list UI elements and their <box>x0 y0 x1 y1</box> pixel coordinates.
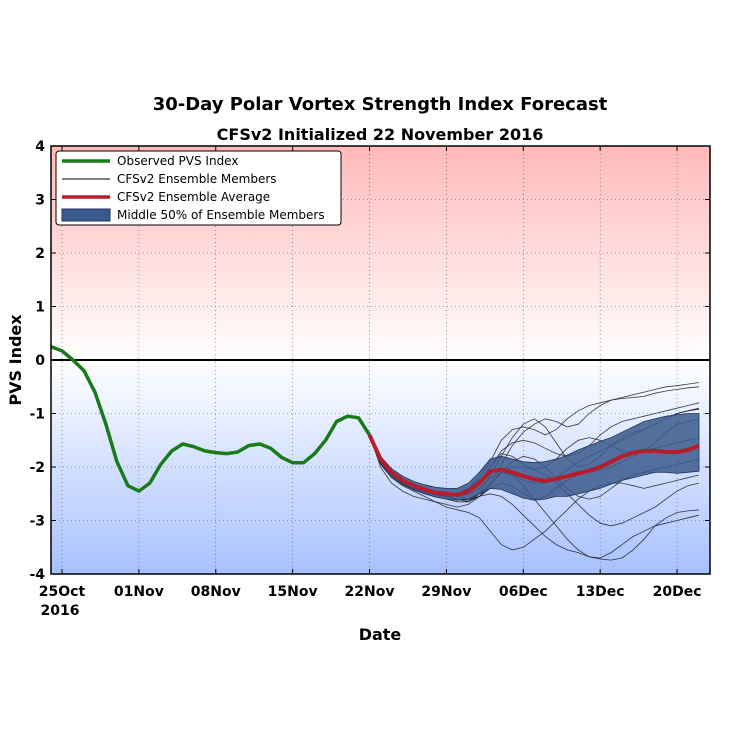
x-tick-label: 25Oct <box>39 584 86 600</box>
x-tick-label: 22Nov <box>345 584 395 600</box>
x-tick-label: 13Dec <box>576 584 625 600</box>
y-tick-label: -3 <box>29 514 45 530</box>
y-tick-label: 0 <box>35 353 45 369</box>
legend-label: Observed PVS Index <box>117 154 238 168</box>
x-tick-label: 20Dec <box>653 584 702 600</box>
y-tick-label: 3 <box>35 193 45 209</box>
observed-series-line <box>51 344 371 493</box>
legend-box <box>55 150 342 226</box>
legend-swatch <box>61 208 111 222</box>
legend-label: CFSv2 Ensemble Average <box>117 190 270 204</box>
x-axis-ticks: 25Oct 2016 01Nov 08Nov 15Nov 22Nov 29Nov 06Dec 1… <box>39 146 702 619</box>
chart-subtitle: CFSv2 Initialized 22 November 2016 <box>217 125 544 144</box>
y-axis-ticks: 4 3 2 1 0 -1 -2 -3 -4 <box>29 139 710 583</box>
chart-title: 30-Day Polar Vortex Strength Index Forec… <box>153 94 608 115</box>
legend: Observed PVS Index CFSv2 Ensemble Members… <box>55 150 342 226</box>
x-tick-sublabel: 2016 <box>40 603 79 619</box>
middle-50-band <box>369 413 700 501</box>
y-tick-label: -4 <box>29 567 45 583</box>
ensemble-member-line <box>369 382 700 508</box>
x-tick-label: 08Nov <box>191 584 241 600</box>
legend-label: Middle 50% of Ensemble Members <box>117 208 325 222</box>
y-tick-label: -1 <box>29 407 45 423</box>
x-axis-label: Date <box>359 625 402 644</box>
y-tick-label: 2 <box>35 246 45 262</box>
grid <box>51 145 710 575</box>
x-tick-label: 06Dec <box>499 584 548 600</box>
y-tick-label: -2 <box>29 460 45 476</box>
y-tick-label: 4 <box>35 139 45 155</box>
x-tick-label: 29Nov <box>421 584 471 600</box>
x-tick-label: 01Nov <box>114 584 164 600</box>
x-tick-label: 15Nov <box>268 584 318 600</box>
y-axis-label: PVS Index <box>6 314 25 406</box>
ensemble-average-line <box>367 434 700 497</box>
y-tick-label: 1 <box>35 300 45 316</box>
ensemble-member-line <box>369 434 700 551</box>
plot-area <box>51 344 710 561</box>
legend-label: CFSv2 Ensemble Members <box>117 172 277 186</box>
